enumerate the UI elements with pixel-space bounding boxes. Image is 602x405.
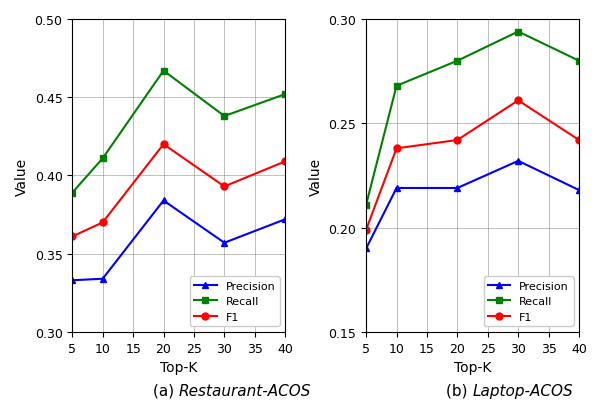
- Text: (b): (b): [446, 383, 473, 398]
- Precision: [99, 277, 107, 281]
- F1: [576, 138, 583, 143]
- F1: [393, 147, 400, 151]
- Precision: [515, 159, 522, 164]
- Recall: [99, 156, 107, 161]
- Recall: [362, 203, 370, 208]
- Precision: [221, 241, 228, 245]
- Text: (a): (a): [153, 383, 179, 398]
- Precision: [576, 188, 583, 193]
- Recall: [454, 59, 461, 64]
- Line: F1: F1: [362, 98, 583, 234]
- Line: Precision: Precision: [69, 198, 289, 284]
- F1: [362, 228, 370, 232]
- Recall: [282, 92, 289, 97]
- F1: [99, 220, 107, 225]
- Text: Restaurant-ACOS: Restaurant-ACOS: [179, 383, 311, 398]
- Precision: [160, 198, 167, 203]
- Recall: [69, 191, 76, 196]
- F1: [515, 99, 522, 104]
- Recall: [576, 59, 583, 64]
- F1: [69, 234, 76, 239]
- F1: [160, 143, 167, 147]
- Recall: [221, 114, 228, 119]
- Text: Laptop-ACOS: Laptop-ACOS: [473, 383, 573, 398]
- Legend: Precision, Recall, F1: Precision, Recall, F1: [484, 277, 574, 326]
- Precision: [454, 186, 461, 191]
- Line: Recall: Recall: [362, 29, 583, 209]
- F1: [221, 185, 228, 190]
- Recall: [515, 30, 522, 35]
- F1: [282, 160, 289, 164]
- Y-axis label: Value: Value: [309, 157, 323, 195]
- X-axis label: Top-K: Top-K: [454, 360, 491, 374]
- Precision: [362, 246, 370, 251]
- Line: F1: F1: [69, 141, 289, 240]
- Precision: [282, 217, 289, 222]
- Line: Precision: Precision: [362, 158, 583, 252]
- Y-axis label: Value: Value: [15, 157, 29, 195]
- Legend: Precision, Recall, F1: Precision, Recall, F1: [190, 277, 280, 326]
- Recall: [160, 69, 167, 74]
- Line: Recall: Recall: [69, 68, 289, 197]
- X-axis label: Top-K: Top-K: [160, 360, 197, 374]
- Precision: [393, 186, 400, 191]
- Precision: [69, 278, 76, 283]
- F1: [454, 138, 461, 143]
- Recall: [393, 84, 400, 89]
